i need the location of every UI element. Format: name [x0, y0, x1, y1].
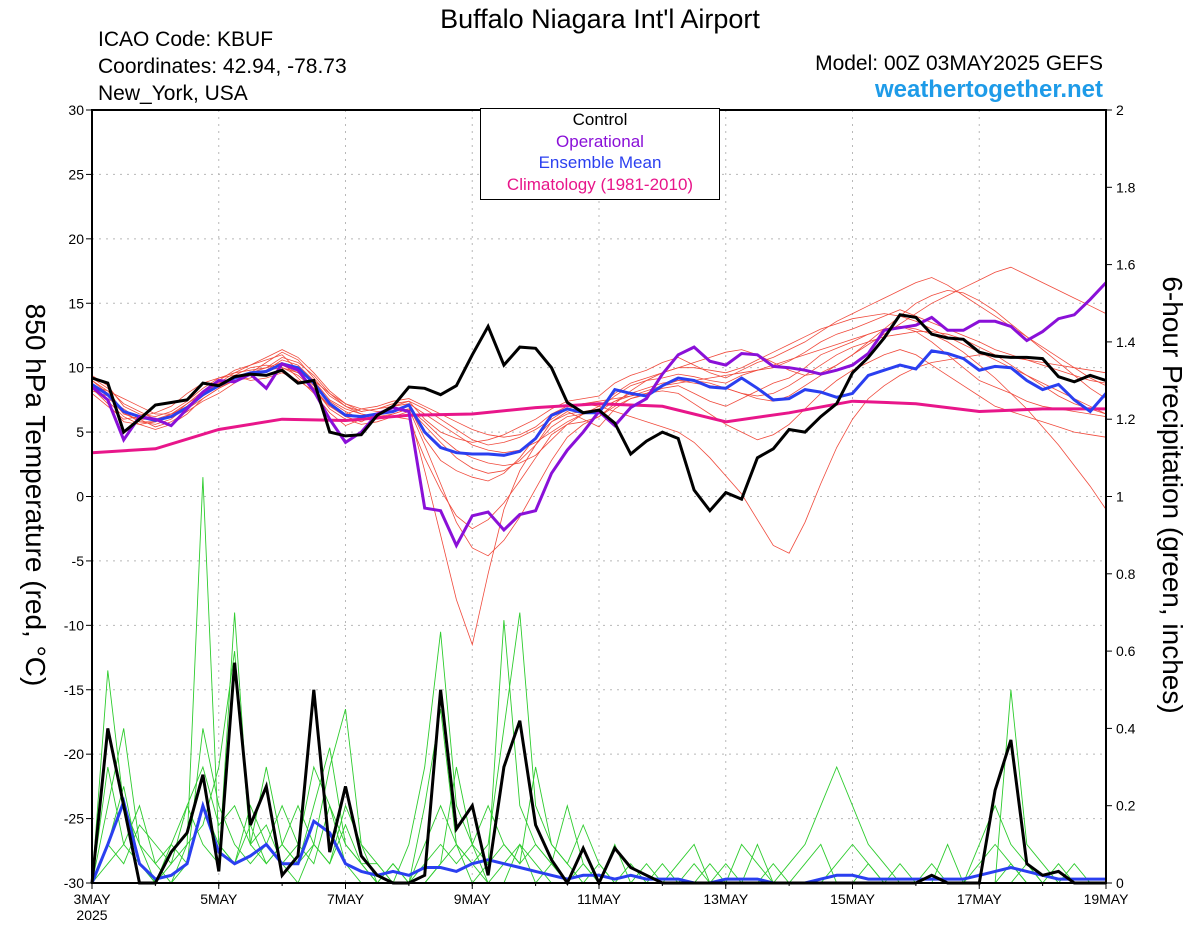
- tick-label-left: -10: [64, 617, 84, 633]
- temp-member-line: [91, 313, 1107, 557]
- tick-label-right: 0: [1116, 875, 1124, 891]
- legend: Control Operational Ensemble Mean Climat…: [480, 108, 720, 200]
- tick-label-left: -20: [64, 746, 84, 762]
- tick-label-right: 0.8: [1116, 566, 1136, 582]
- tick-label-x: 13MAY: [703, 891, 749, 907]
- tick-label-left: 5: [76, 424, 84, 440]
- tick-label-right: 0.6: [1116, 643, 1136, 659]
- tick-label-right: 1.8: [1116, 179, 1136, 195]
- tick-label-right: 1.4: [1116, 334, 1136, 350]
- tick-label-left: 25: [68, 166, 84, 182]
- coordinates: Coordinates: 42.94, -78.73: [98, 55, 347, 78]
- region: New_York, USA: [98, 82, 248, 105]
- legend-climatology: Climatology (1981-2010): [506, 174, 694, 194]
- axis-ticks: 302520151050-5-10-15-20-25-3021.81.61.41…: [64, 102, 1136, 923]
- tick-label-x: 9MAY: [454, 891, 492, 907]
- temp-ensemble-members: [91, 266, 1107, 647]
- tick-label-right: 0.2: [1116, 798, 1136, 814]
- tick-label-left: 15: [68, 295, 84, 311]
- tick-label-x: 17MAY: [957, 891, 1003, 907]
- tick-label-x: 5MAY: [200, 891, 238, 907]
- tick-label-x: 3MAY: [73, 891, 111, 907]
- legend-operational: Operational: [556, 131, 644, 151]
- tick-label-right: 0.4: [1116, 720, 1136, 736]
- tick-label-x: 19MAY: [1084, 891, 1130, 907]
- tick-label-left: 30: [68, 102, 84, 118]
- icao-code: ICAO Code: KBUF: [98, 28, 274, 51]
- precip-control-line: [90, 662, 1106, 887]
- tick-label-x: 15MAY: [830, 891, 876, 907]
- temp-climatology-line: [91, 399, 1106, 455]
- grid: [92, 110, 1106, 883]
- tick-label-left: -5: [72, 553, 85, 569]
- tick-label-left: 20: [68, 231, 84, 247]
- tick-label-right: 1: [1116, 489, 1124, 505]
- legend-control: Control: [572, 110, 628, 129]
- tick-label-right: 1.2: [1116, 411, 1136, 427]
- tick-label-left: 10: [68, 360, 84, 376]
- tick-label-left: -15: [64, 682, 84, 698]
- chart-title: Buffalo Niagara Int'l Airport: [440, 4, 760, 34]
- x-year-label: 2025: [76, 907, 107, 923]
- tick-label-right: 2: [1116, 102, 1124, 118]
- tick-label-right: 1.6: [1116, 257, 1136, 273]
- precip-mean-line: [90, 796, 1106, 885]
- site-link[interactable]: weathertogether.net: [874, 76, 1103, 103]
- tick-label-left: -25: [64, 811, 84, 827]
- temp-control-line: [91, 313, 1107, 514]
- tick-label-x: 7MAY: [327, 891, 365, 907]
- tick-label-left: 0: [76, 489, 84, 505]
- legend-mean: Ensemble Mean: [538, 153, 662, 172]
- tick-label-left: -30: [64, 875, 84, 891]
- model-run: Model: 00Z 03MAY2025 GEFS: [815, 52, 1103, 75]
- tick-label-x: 11MAY: [577, 891, 621, 907]
- main-series: [90, 281, 1108, 887]
